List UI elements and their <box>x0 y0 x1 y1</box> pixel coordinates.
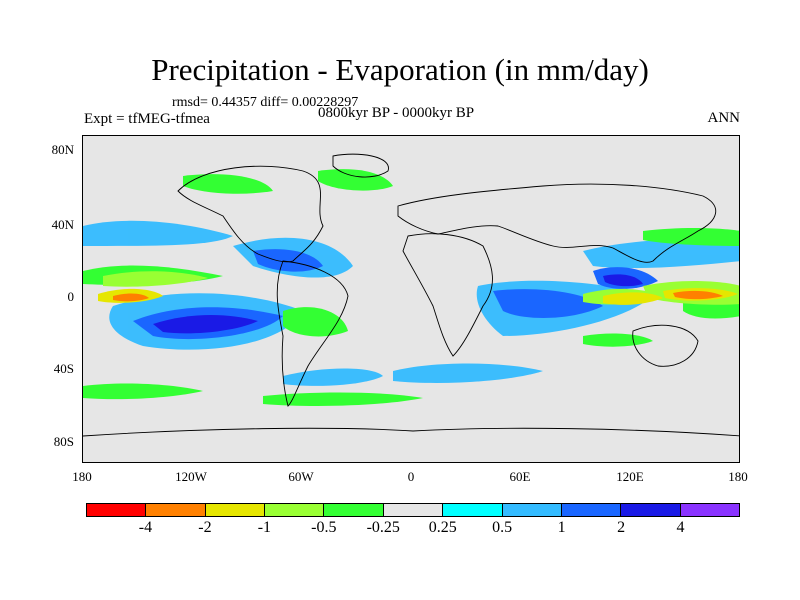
colorbar-segment <box>502 504 562 516</box>
australia-outline <box>632 324 699 367</box>
world-map <box>82 135 740 463</box>
colorbar-label: 4 <box>676 519 685 536</box>
lat-label-0: 0 <box>67 289 75 304</box>
lon-label-180e: 180 <box>728 469 748 484</box>
extreme-wet-regions <box>153 274 643 334</box>
south-america-outline <box>276 260 349 407</box>
lon-label-120e: 120E <box>616 469 644 484</box>
map-canvas <box>83 153 739 437</box>
greenland-outline <box>332 153 389 178</box>
lon-label-60e: 60E <box>509 469 531 484</box>
colorbar-label: 0.25 <box>428 519 457 536</box>
north-america-outline <box>177 165 324 263</box>
eurasia-outline <box>397 183 716 263</box>
lon-label-60w: 60W <box>288 469 314 484</box>
colorbar-label: -1 <box>257 519 272 536</box>
lat-label-80n: 80N <box>51 142 74 157</box>
colorbar-segment <box>146 504 206 516</box>
colorbar-label: -0.5 <box>311 519 337 536</box>
experiment-label: Expt = tfMEG-tfmea <box>84 111 210 127</box>
colorbar-segment <box>205 504 266 516</box>
colorbar <box>86 503 740 517</box>
colorbar-label: 2 <box>617 519 626 536</box>
very-dry-regions <box>113 290 723 302</box>
season-label: ANN <box>707 110 741 126</box>
colorbar-segment <box>324 504 384 516</box>
lat-label-40s: 40S <box>53 361 74 376</box>
colorbar-label: 0.5 <box>492 519 513 536</box>
colorbar-label: -0.25 <box>366 519 400 536</box>
africa-outline <box>402 233 493 357</box>
colorbar-label: 1 <box>557 519 566 536</box>
period-text: 0800kyr BP - 0000kyr BP <box>318 105 475 121</box>
colorbar-segment <box>443 504 503 516</box>
lat-label-80s: 80S <box>53 434 74 449</box>
colorbar-segment <box>87 504 147 516</box>
map-title: Precipitation - Evaporation (in mm/day) <box>151 52 649 87</box>
coastlines <box>83 153 739 437</box>
colorbar-segment <box>680 504 739 516</box>
lon-label-0: 0 <box>407 469 415 484</box>
colorbar-segment <box>561 504 622 516</box>
colorbar-segment <box>621 504 681 516</box>
colorbar-label: -2 <box>198 519 212 536</box>
lat-label-40n: 40N <box>51 217 74 232</box>
stats-text: rmsd= 0.44357 diff= 0.00228297 <box>172 95 359 110</box>
colorbar-segment <box>383 504 444 516</box>
colorbar-segment <box>265 504 325 516</box>
colorbar-label: -4 <box>138 519 153 536</box>
lon-label-120w: 120W <box>175 469 207 484</box>
lon-label-180w: 180 <box>72 469 92 484</box>
antarctica-outline <box>83 427 739 437</box>
